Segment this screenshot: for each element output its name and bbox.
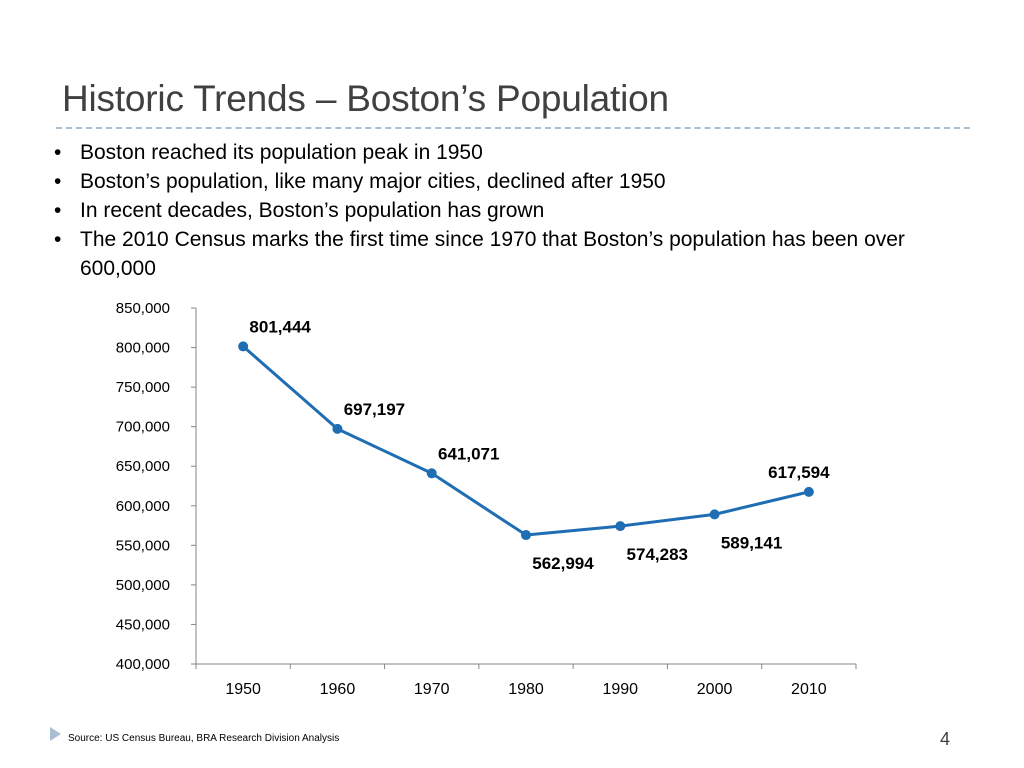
data-point [238, 341, 249, 352]
data-label: 641,071 [438, 444, 499, 463]
y-tick-label: 650,000 [116, 458, 170, 475]
bullet-item: Boston reached its population peak in 19… [54, 138, 974, 167]
y-tick-label: 700,000 [116, 419, 170, 436]
data-point [521, 530, 531, 541]
x-tick-label: 2010 [791, 681, 827, 698]
x-tick-label: 1970 [414, 681, 450, 698]
source-note: Source: US Census Bureau, BRA Research D… [68, 733, 340, 744]
bullet-item: In recent decades, Boston’s population h… [54, 196, 974, 225]
x-tick-label: 2000 [697, 681, 733, 698]
y-tick-label: 500,000 [116, 577, 170, 594]
y-tick-label: 750,000 [116, 379, 170, 396]
y-tick-label: 450,000 [116, 616, 170, 633]
series-line [242, 345, 810, 537]
data-point [709, 509, 720, 520]
bullet-list: Boston reached its population peak in 19… [54, 138, 974, 283]
x-tick-label: 1990 [602, 681, 638, 698]
data-point [426, 468, 437, 479]
data-point [615, 521, 626, 532]
data-label: 617,594 [768, 463, 830, 482]
x-tick-label: 1980 [508, 681, 544, 698]
data-label: 562,994 [532, 554, 594, 573]
data-point [332, 423, 343, 434]
bullet-item: Boston’s population, like many major cit… [54, 167, 974, 196]
title-divider [56, 127, 970, 129]
x-tick-label: 1950 [225, 681, 261, 698]
y-tick-label: 800,000 [116, 340, 170, 357]
data-point [803, 486, 814, 497]
data-label: 801,444 [249, 317, 311, 336]
data-label: 589,141 [721, 533, 782, 552]
y-tick-label: 600,000 [116, 498, 170, 515]
slide-title: Historic Trends – Boston’s Population [62, 78, 669, 119]
y-tick-label: 850,000 [116, 300, 170, 317]
bullet-item: The 2010 Census marks the first time sin… [54, 225, 974, 283]
x-tick-label: 1960 [320, 681, 356, 698]
slide-number: 4 [940, 729, 951, 749]
y-tick-label: 550,000 [116, 537, 170, 554]
corner-triangle-icon [50, 727, 61, 741]
data-label: 697,197 [344, 400, 405, 419]
y-tick-label: 400,000 [116, 656, 170, 673]
data-label: 574,283 [627, 545, 688, 564]
